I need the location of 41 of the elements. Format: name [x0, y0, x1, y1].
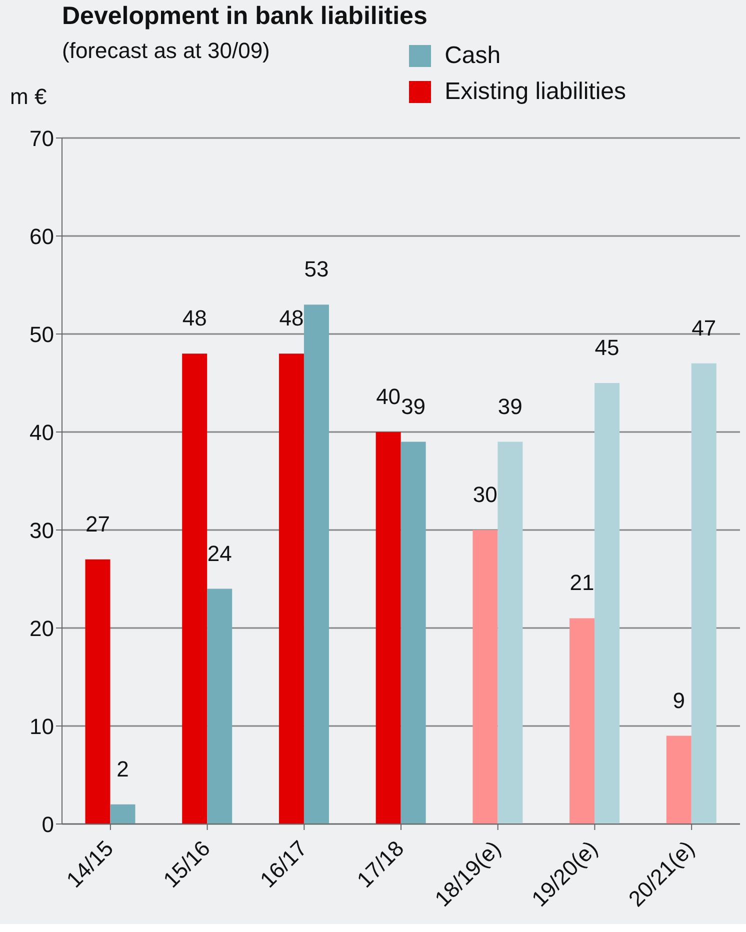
bar	[594, 383, 620, 824]
data-label: 45	[594, 335, 620, 360]
data-label: 39	[401, 394, 426, 419]
bar	[304, 304, 329, 824]
data-label: 30	[472, 482, 498, 507]
y-tick-label: 50	[30, 322, 54, 347]
data-label: 39	[498, 394, 522, 419]
bar	[110, 804, 136, 824]
bar	[400, 442, 426, 824]
data-label: 48	[279, 306, 304, 331]
chart-title: Development in bank liabilities	[62, 2, 428, 31]
chart-subtitle: (forecast as at 30/09)	[62, 38, 270, 64]
data-label: 24	[207, 540, 232, 566]
y-tick-label: 60	[30, 224, 54, 249]
legend-label: Cash	[444, 42, 501, 70]
y-tick-label: 30	[30, 518, 54, 543]
bar	[498, 442, 523, 824]
bar	[85, 559, 110, 824]
bar	[666, 736, 692, 824]
bar	[691, 363, 716, 824]
data-label: 2	[116, 756, 129, 782]
data-label: 27	[86, 511, 110, 536]
data-label: 9	[672, 688, 686, 713]
data-label: 47	[692, 315, 716, 340]
y-tick-label: 70	[30, 126, 54, 151]
data-label: 53	[304, 256, 329, 282]
y-tick-label: 20	[30, 616, 54, 641]
bar	[376, 432, 401, 824]
y-tick-label: 0	[42, 812, 54, 837]
data-label: 48	[182, 306, 207, 331]
y-tick-label: 40	[30, 420, 54, 445]
data-label: 21	[570, 570, 594, 596]
legend-label: Existing liabilities	[444, 78, 626, 106]
y-tick-label: 10	[30, 714, 54, 739]
y-axis-title: m €	[10, 84, 47, 110]
bar	[207, 588, 232, 824]
bar	[278, 354, 304, 824]
bar	[472, 530, 498, 824]
bar	[182, 354, 208, 824]
bar	[570, 618, 595, 824]
data-label: 40	[376, 384, 401, 409]
